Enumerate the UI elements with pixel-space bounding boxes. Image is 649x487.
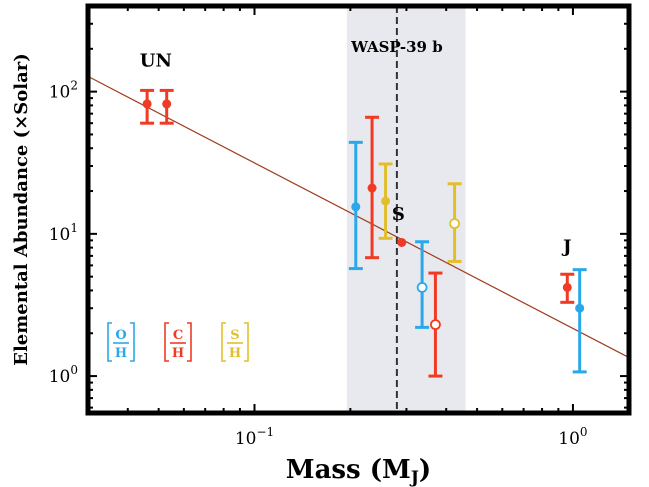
legend-entry-c: CH xyxy=(164,322,192,362)
y-tick-label-0: 100 xyxy=(49,363,78,387)
axes-border xyxy=(85,3,632,416)
marker xyxy=(397,237,407,247)
planet-label-j: J xyxy=(561,236,572,257)
data-point-c-4 xyxy=(428,271,443,378)
planet-label-s: S xyxy=(392,204,405,225)
trend-line xyxy=(88,75,629,359)
data-point-c-3 xyxy=(397,237,407,247)
axes-frame xyxy=(85,3,632,416)
series-o xyxy=(348,140,587,374)
x-axis-title-close: ) xyxy=(419,455,431,485)
planet-label-un: UN xyxy=(140,51,172,72)
legend-entry-o: OH xyxy=(107,322,135,362)
data-point-o-0 xyxy=(348,140,363,271)
marker xyxy=(416,282,428,293)
legend-entry-s: SH xyxy=(221,322,249,362)
legend-bracket-left xyxy=(164,322,169,362)
marker xyxy=(367,183,377,193)
marker xyxy=(351,202,361,212)
tick-base: 10 xyxy=(558,429,580,449)
x-tick-label-1: 100 xyxy=(558,425,587,449)
data-point-s-0 xyxy=(378,162,393,240)
tick-base: 10 xyxy=(49,225,71,245)
tick-exponent: 0 xyxy=(580,425,588,439)
x-tick-label-0: 10−1 xyxy=(235,425,274,449)
marker xyxy=(381,196,391,206)
data-point-s-1 xyxy=(447,182,462,263)
marker xyxy=(575,303,585,313)
tick-base: 10 xyxy=(235,429,257,449)
y-tick-label-1: 101 xyxy=(49,221,78,245)
marker xyxy=(142,99,152,109)
tick-exponent: 1 xyxy=(70,221,78,235)
x-axis-title: Mass (MJ) xyxy=(286,455,431,487)
legend-numerator: O xyxy=(115,328,126,343)
data-point-c-0 xyxy=(140,88,155,125)
legend-numerator: C xyxy=(173,328,183,343)
data-point-o-1 xyxy=(415,240,430,329)
series-c xyxy=(140,88,575,378)
x-axis-title-subscript: J xyxy=(409,468,419,487)
marker xyxy=(430,319,441,331)
y-tick-label-2: 102 xyxy=(49,79,78,103)
wasp-39b-label: WASP-39 b xyxy=(350,38,443,56)
series-s xyxy=(378,162,462,263)
tick-base: 10 xyxy=(49,367,71,387)
data-point-c-1 xyxy=(159,88,174,125)
legend-bracket-left xyxy=(107,322,112,362)
tick-exponent: 2 xyxy=(70,79,78,93)
marker xyxy=(162,99,172,109)
tick-exponent: 0 xyxy=(70,363,78,377)
legend-bracket-left xyxy=(221,322,226,362)
legend-numerator: S xyxy=(230,328,239,343)
tick-base: 10 xyxy=(49,83,71,103)
legend-bracket-right xyxy=(244,322,249,362)
wasp-39b-mass-band xyxy=(346,6,466,413)
tick-exponent: −1 xyxy=(256,425,274,439)
data-point-o-2 xyxy=(572,268,587,374)
marker xyxy=(449,218,460,230)
legend-denominator: H xyxy=(229,346,241,361)
legend-denominator: H xyxy=(115,346,127,361)
data-point-c-5 xyxy=(560,272,575,304)
legend-denominator: H xyxy=(172,346,184,361)
data-point-c-2 xyxy=(365,115,380,260)
plot-area xyxy=(88,6,629,413)
legend-bracket-right xyxy=(130,322,135,362)
legend-bracket-right xyxy=(187,322,192,362)
x-axis-title-main: Mass (M xyxy=(286,455,411,485)
y-axis-title: Elemental Abundance (×Solar) xyxy=(11,53,32,366)
marker xyxy=(562,282,572,292)
